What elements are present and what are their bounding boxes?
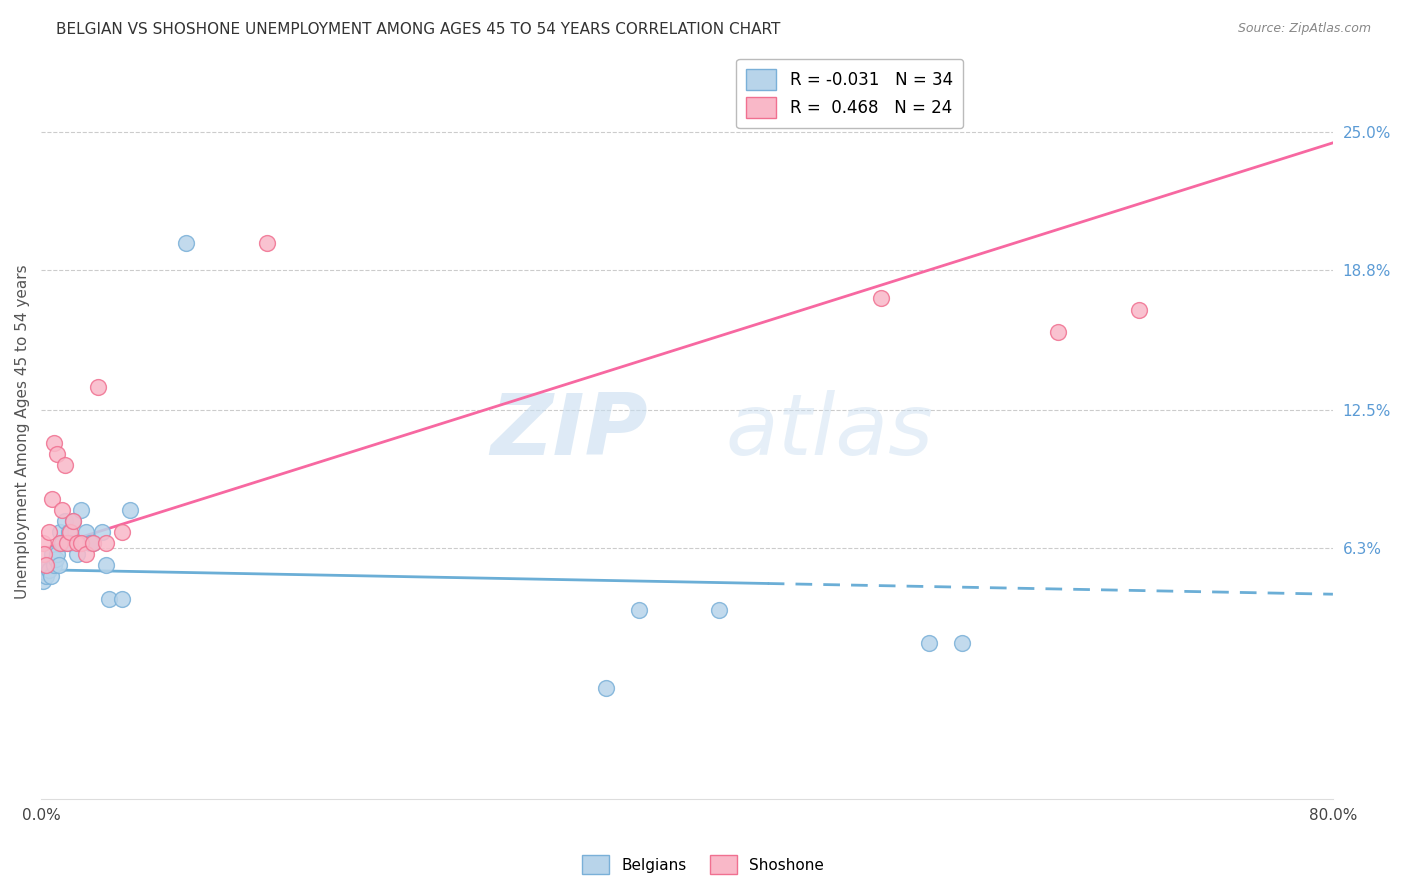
Point bbox=[46, 547, 69, 561]
Point bbox=[37, 558, 59, 573]
Point bbox=[94, 536, 117, 550]
Point bbox=[56, 536, 79, 550]
Text: Source: ZipAtlas.com: Source: ZipAtlas.com bbox=[1237, 22, 1371, 36]
Point bbox=[1128, 302, 1150, 317]
Point bbox=[82, 536, 104, 550]
Point bbox=[75, 547, 97, 561]
Point bbox=[66, 547, 89, 561]
Point bbox=[176, 235, 198, 250]
Point bbox=[918, 636, 941, 650]
Point bbox=[59, 536, 82, 550]
Point bbox=[56, 536, 79, 550]
Point bbox=[35, 558, 58, 573]
Legend: R = -0.031   N = 34, R =  0.468   N = 24: R = -0.031 N = 34, R = 0.468 N = 24 bbox=[737, 59, 963, 128]
Point bbox=[97, 591, 120, 606]
Point bbox=[62, 514, 84, 528]
Point bbox=[48, 558, 70, 573]
Point bbox=[35, 569, 58, 583]
Point bbox=[53, 514, 76, 528]
Point bbox=[31, 574, 53, 588]
Point bbox=[58, 524, 80, 539]
Point bbox=[709, 603, 731, 617]
Point bbox=[70, 536, 93, 550]
Point bbox=[49, 536, 72, 550]
Text: atlas: atlas bbox=[725, 391, 934, 474]
Point bbox=[82, 536, 104, 550]
Point bbox=[31, 536, 53, 550]
Point bbox=[256, 235, 278, 250]
Point bbox=[42, 436, 65, 450]
Y-axis label: Unemployment Among Ages 45 to 54 years: Unemployment Among Ages 45 to 54 years bbox=[15, 265, 30, 599]
Point bbox=[62, 514, 84, 528]
Point bbox=[627, 603, 650, 617]
Point bbox=[118, 502, 141, 516]
Point bbox=[51, 536, 73, 550]
Point bbox=[91, 524, 114, 539]
Point bbox=[59, 524, 82, 539]
Text: ZIP: ZIP bbox=[491, 391, 648, 474]
Point bbox=[950, 636, 973, 650]
Point bbox=[75, 524, 97, 539]
Point bbox=[45, 551, 67, 566]
Point bbox=[49, 524, 72, 539]
Point bbox=[86, 380, 108, 394]
Point bbox=[46, 447, 69, 461]
Point bbox=[70, 502, 93, 516]
Point bbox=[41, 491, 63, 506]
Point bbox=[94, 558, 117, 573]
Point bbox=[595, 681, 617, 695]
Point bbox=[1047, 325, 1070, 339]
Point bbox=[42, 558, 65, 573]
Point bbox=[38, 563, 60, 577]
Legend: Belgians, Shoshone: Belgians, Shoshone bbox=[575, 849, 831, 880]
Point bbox=[38, 524, 60, 539]
Text: BELGIAN VS SHOSHONE UNEMPLOYMENT AMONG AGES 45 TO 54 YEARS CORRELATION CHART: BELGIAN VS SHOSHONE UNEMPLOYMENT AMONG A… bbox=[56, 22, 780, 37]
Point bbox=[111, 524, 134, 539]
Point bbox=[53, 458, 76, 473]
Point bbox=[34, 547, 56, 561]
Point bbox=[111, 591, 134, 606]
Point bbox=[34, 565, 56, 579]
Point bbox=[79, 536, 101, 550]
Point bbox=[66, 536, 89, 550]
Point bbox=[41, 547, 63, 561]
Point bbox=[39, 569, 62, 583]
Point bbox=[51, 502, 73, 516]
Point bbox=[869, 292, 891, 306]
